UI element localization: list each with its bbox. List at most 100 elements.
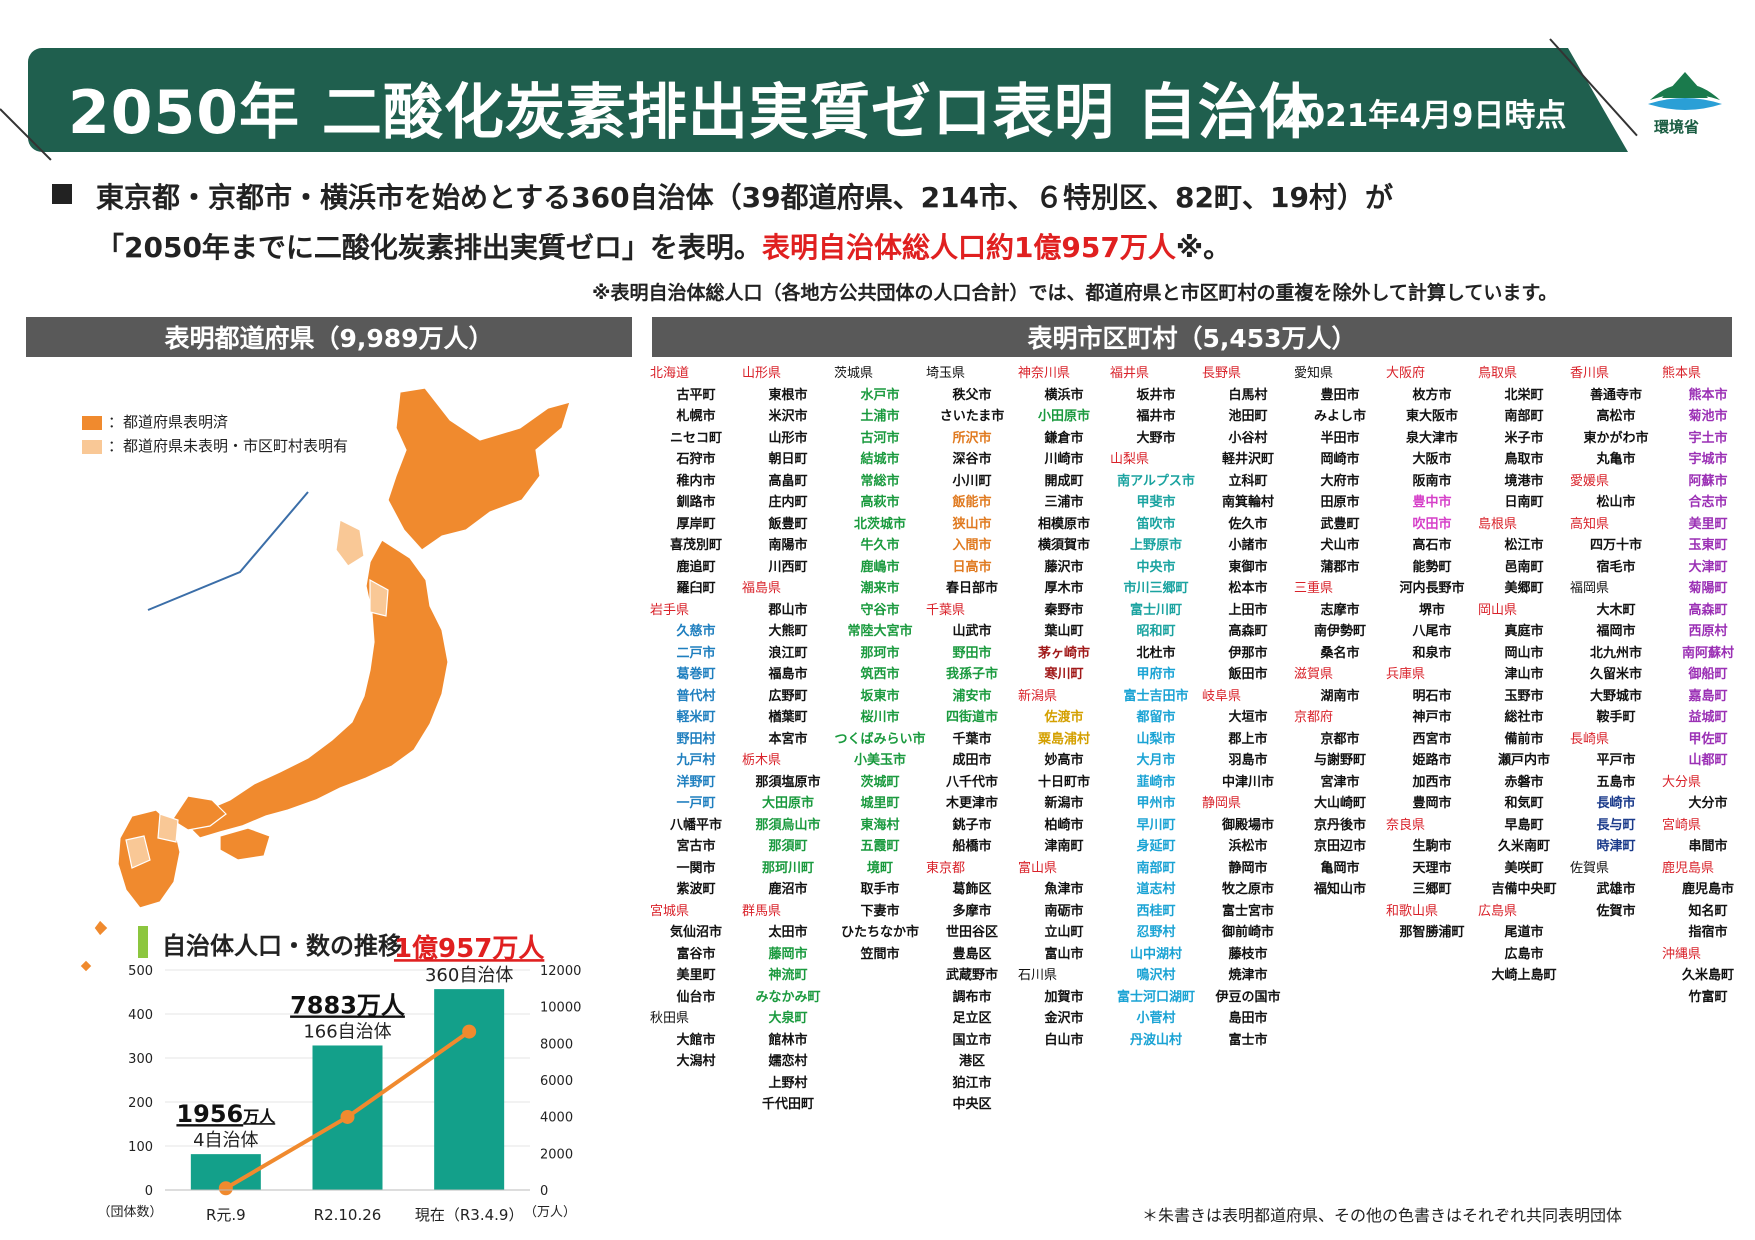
municipality-item: 菊池市 — [1688, 409, 1728, 424]
municipality-item: 大館市 — [676, 1032, 716, 1048]
prefecture-label: 兵庫県 — [1386, 667, 1426, 682]
municipality-item: 生駒市 — [1412, 839, 1452, 854]
municipality-item: 寒川町 — [1044, 667, 1084, 682]
municipality-item: 那須町 — [768, 839, 808, 854]
prefecture-label: 佐賀県 — [1570, 860, 1610, 876]
y-tick-right: 2000 — [540, 1147, 573, 1162]
municipality-item: 東かがわ市 — [1583, 430, 1649, 446]
municipality-item: 葉山町 — [1044, 624, 1084, 639]
municipality-item: 厚岸町 — [676, 516, 716, 532]
municipality-item: 古河市 — [860, 430, 900, 446]
municipality-item: 美里町 — [676, 968, 716, 983]
prefecture-label: 大阪府 — [1386, 366, 1426, 381]
page-title: 2050年 二酸化炭素排出実質ゼロ表明 自治体 — [68, 78, 1320, 148]
municipality-item: 菊陽町 — [1688, 581, 1728, 596]
municipality-item: 四万十市 — [1589, 538, 1642, 553]
municipality-item: 南伊勢町 — [1313, 624, 1366, 639]
prefecture-label: 福井県 — [1110, 366, 1150, 381]
municipality-item: 東御市 — [1228, 559, 1268, 575]
municipality-item: 坂東市 — [860, 688, 900, 704]
municipality-item: 浦安市 — [952, 688, 992, 704]
municipality-item: 備前市 — [1504, 731, 1544, 747]
municipality-item: 魚津市 — [1044, 882, 1084, 897]
municipality-item: 豊中市 — [1412, 495, 1452, 510]
municipality-item: 三浦市 — [1044, 495, 1084, 510]
y-tick-right: 8000 — [540, 1037, 573, 1052]
municipality-item: 北杜市 — [1136, 645, 1176, 661]
municipality-item: 羅臼町 — [676, 581, 716, 596]
bar — [434, 989, 505, 1190]
y-tick-right: 4000 — [540, 1111, 573, 1126]
legend-label-partial: ：都道府県未表明・市区町村表明有 — [108, 437, 349, 455]
municipality-item: 銚子市 — [952, 817, 992, 833]
municipality-item: 鞍手町 — [1596, 710, 1636, 725]
municipality-item: 北九州市 — [1589, 645, 1642, 661]
municipality-item: 南部町 — [1136, 860, 1176, 876]
municipality-item: 半田市 — [1320, 430, 1360, 446]
municipality-item: 富士河口湖町 — [1116, 989, 1195, 1005]
municipality-item: 大潟村 — [676, 1054, 716, 1069]
title-banner — [28, 48, 1628, 152]
municipality-item: 時津町 — [1596, 839, 1636, 854]
municipality-item: 瀬戸内市 — [1497, 753, 1550, 768]
municipality-item: 大月市 — [1136, 753, 1176, 768]
municipality-item: 久米島町 — [1681, 968, 1734, 983]
municipality-item: 御殿場市 — [1221, 817, 1274, 833]
municipality-item: 松本市 — [1228, 581, 1268, 596]
municipality-item: 飯能市 — [952, 495, 992, 510]
bar-label-population: 1億957万人 — [394, 934, 544, 964]
municipality-item: 大木町 — [1596, 602, 1636, 618]
municipality-item: 潮来市 — [860, 581, 900, 596]
municipality-item: 九戸村 — [676, 753, 716, 768]
municipality-item: 山形市 — [768, 430, 808, 446]
municipality-item: 中央市 — [1136, 559, 1176, 575]
municipality-item: 厚木市 — [1044, 581, 1084, 596]
prefecture-label: 山形県 — [742, 366, 782, 381]
municipality-item: 横浜市 — [1044, 387, 1084, 403]
municipality-item: さいたま市 — [939, 409, 1005, 424]
municipality-item: 一関市 — [676, 860, 716, 876]
municipality-item: 鹿児島市 — [1681, 882, 1734, 897]
prefecture-label: 愛知県 — [1294, 366, 1334, 381]
municipality-item: 笛吹市 — [1136, 516, 1176, 532]
municipality-item: 京丹後市 — [1313, 817, 1366, 833]
summary-population-highlight: 表明自治体総人口約1億957万人 — [761, 231, 1176, 264]
municipality-item: 土浦市 — [860, 409, 900, 424]
municipality-item: 福島市 — [768, 667, 808, 682]
municipality-item: 久米南町 — [1497, 839, 1550, 854]
bar-label-count: 166自治体 — [303, 1021, 391, 1042]
municipality-item: 軽米町 — [676, 710, 716, 725]
municipality-item: 志摩市 — [1320, 602, 1360, 618]
municipality-item: 取手市 — [860, 882, 900, 897]
japan-map — [79, 387, 571, 973]
municipality-item: 小諸市 — [1228, 538, 1268, 553]
municipality-item: 天理市 — [1412, 860, 1452, 876]
municipality-item: 柏崎市 — [1044, 817, 1084, 833]
prefecture-label: 熊本県 — [1662, 366, 1702, 381]
municipality-item: 松江市 — [1504, 538, 1544, 553]
municipality-item: 成田市 — [952, 753, 992, 768]
municipality-item: 松山市 — [1596, 495, 1636, 510]
municipality-item: 藤沢市 — [1044, 559, 1084, 575]
municipality-item: 美里町 — [1688, 516, 1728, 532]
municipality-item: 妙高市 — [1044, 753, 1084, 768]
municipality-item: 佐渡市 — [1044, 710, 1084, 725]
municipality-item: 美郷町 — [1504, 581, 1544, 596]
municipality-item: 御前崎市 — [1221, 925, 1274, 940]
municipality-item: 鹿沼市 — [768, 882, 808, 897]
municipality-item: 能勢町 — [1412, 559, 1452, 575]
prefecture-label: 群馬県 — [742, 903, 782, 919]
municipality-item: 結城市 — [860, 452, 900, 467]
municipality-item: 富谷市 — [676, 946, 716, 962]
municipality-item: 守谷市 — [860, 602, 900, 618]
municipality-item: 紫波町 — [676, 882, 716, 897]
municipality-item: 大田原市 — [761, 796, 814, 811]
municipality-item: 上野村 — [768, 1075, 808, 1091]
prefecture-label: 北海道 — [650, 366, 690, 381]
municipality-item: 稚内市 — [676, 473, 716, 489]
municipality-item: 調布市 — [952, 989, 992, 1005]
municipality-item: 三郷町 — [1412, 882, 1452, 897]
municipality-item: 藤枝市 — [1228, 946, 1268, 962]
municipality-item: 泉大津市 — [1405, 430, 1458, 446]
x-tick-label: R2.10.26 — [314, 1206, 382, 1224]
